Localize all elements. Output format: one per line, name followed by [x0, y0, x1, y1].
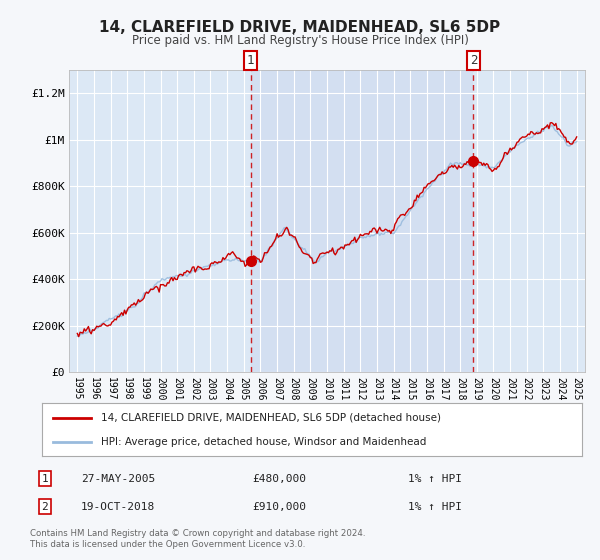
Text: 14, CLAREFIELD DRIVE, MAIDENHEAD, SL6 5DP: 14, CLAREFIELD DRIVE, MAIDENHEAD, SL6 5D… — [100, 20, 500, 35]
Text: 19-OCT-2018: 19-OCT-2018 — [81, 502, 155, 512]
Text: £480,000: £480,000 — [252, 474, 306, 484]
Text: £910,000: £910,000 — [252, 502, 306, 512]
Text: 27-MAY-2005: 27-MAY-2005 — [81, 474, 155, 484]
Text: 1: 1 — [247, 54, 254, 67]
Text: Price paid vs. HM Land Registry's House Price Index (HPI): Price paid vs. HM Land Registry's House … — [131, 34, 469, 46]
Bar — [251, 70, 473, 372]
Text: 14, CLAREFIELD DRIVE, MAIDENHEAD, SL6 5DP (detached house): 14, CLAREFIELD DRIVE, MAIDENHEAD, SL6 5D… — [101, 413, 442, 423]
Text: 2: 2 — [470, 54, 477, 67]
Text: HPI: Average price, detached house, Windsor and Maidenhead: HPI: Average price, detached house, Wind… — [101, 437, 427, 447]
Text: 1% ↑ HPI: 1% ↑ HPI — [408, 502, 462, 512]
Text: Contains HM Land Registry data © Crown copyright and database right 2024.
This d: Contains HM Land Registry data © Crown c… — [30, 529, 365, 549]
Text: 1% ↑ HPI: 1% ↑ HPI — [408, 474, 462, 484]
Text: 1: 1 — [41, 474, 49, 484]
Text: 2: 2 — [41, 502, 49, 512]
